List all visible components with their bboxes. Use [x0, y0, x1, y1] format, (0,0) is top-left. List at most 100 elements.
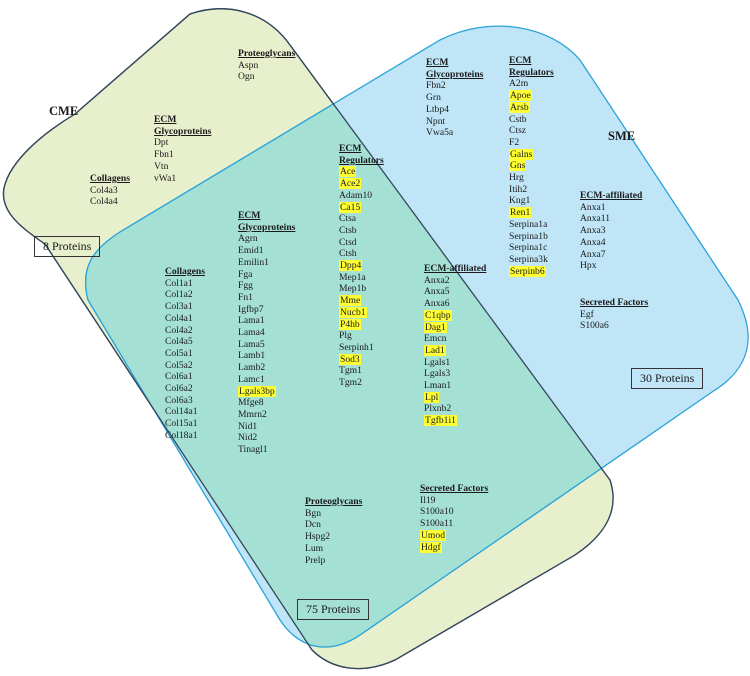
protein-item: Serpina1b: [509, 230, 548, 242]
protein-item: Nid1: [238, 420, 258, 432]
protein-item: Lama1: [238, 315, 265, 327]
protein-item: Tgm2: [339, 377, 362, 389]
cme-glycoproteins-block: ECM Glycoproteins Dpt Fbn1 Vtn vWa1: [154, 114, 211, 184]
protein-item: Col18a1: [165, 429, 198, 441]
protein-item: Mep1b: [339, 283, 367, 295]
protein-item: Col4a4: [90, 196, 118, 208]
protein-item: Serpina3k: [509, 253, 548, 265]
block-heading: ECM: [339, 143, 362, 154]
protein-item: Cstb: [509, 113, 527, 125]
protein-item: Ogn: [238, 71, 255, 83]
protein-item: Tgm1: [339, 365, 362, 377]
protein-item: Aspn: [238, 59, 259, 71]
shared-collagens-block: Collagens Col1a1 Col1a2 Col3a1 Col4a1 Col4a2…: [165, 266, 205, 442]
protein-item: Umod: [420, 529, 446, 541]
block-heading: Secreted Factors: [420, 483, 489, 494]
protein-item: Col14a1: [165, 406, 198, 418]
block-heading: Glycoproteins: [154, 125, 212, 137]
protein-item: Il19: [420, 494, 436, 506]
block-heading: Proteoglycans: [238, 48, 296, 59]
protein-item: Serpina1a: [509, 218, 548, 230]
protein-item: Col6a2: [165, 383, 193, 395]
block-heading: ECM: [154, 114, 177, 125]
protein-item: Tinagl1: [238, 444, 268, 456]
protein-item: Anxa11: [580, 213, 611, 225]
protein-item: Lgals1: [424, 356, 451, 368]
sme-secreted-block: Secreted Factors Egf S100a6: [580, 297, 648, 332]
protein-item: S100a10: [420, 506, 454, 518]
cme-label: CME: [49, 104, 79, 118]
block-heading: Regulators: [509, 66, 554, 78]
protein-item: Col6a1: [165, 371, 193, 383]
protein-item: Anxa7: [580, 248, 606, 260]
cme-collagens-block: Collagens Col4a3 Col4a4: [90, 173, 130, 208]
protein-item: Col6a3: [165, 394, 193, 406]
shared-proteoglycans-block: Proteoglycans Bgn Dcn Hspg2 Lum Prelp: [305, 496, 362, 566]
protein-item: Col4a3: [90, 184, 118, 196]
shared-count-box: 75 Proteins: [297, 599, 370, 620]
protein-item: Dag1: [424, 321, 447, 333]
block-heading: ECM: [426, 57, 449, 68]
protein-item: Vwa5a: [426, 127, 454, 139]
protein-item: Adam10: [339, 189, 373, 201]
protein-item: Lad1: [424, 344, 446, 356]
protein-item: Mmrn2: [238, 408, 267, 420]
protein-item: Itih2: [509, 183, 528, 195]
protein-item: Anxa3: [580, 225, 606, 237]
block-heading: ECM: [509, 55, 532, 66]
block-heading: ECM-affiliated: [580, 190, 643, 201]
protein-item: Gns: [509, 160, 527, 172]
protein-item: F2: [509, 136, 520, 148]
protein-item: Ace: [339, 166, 357, 178]
protein-item: Col4a2: [165, 324, 193, 336]
protein-item: Lgals3: [424, 368, 451, 380]
protein-item: Dpp4: [339, 260, 363, 272]
block-heading: Collagens: [165, 266, 205, 277]
protein-item: Ca15: [339, 201, 362, 213]
protein-item: Fga: [238, 268, 253, 280]
protein-item: Ctsb: [339, 224, 357, 236]
protein-item: Kng1: [509, 195, 531, 207]
protein-item: Nid2: [238, 432, 258, 444]
protein-item: Emid1: [238, 245, 264, 257]
sme-regulators-block: ECM Regulators A2m Apoe Arsb Cstb Ctsz F2 Galn…: [509, 55, 554, 277]
protein-item: Ctsa: [339, 213, 357, 225]
protein-item: Vtn: [154, 160, 169, 172]
protein-item: Anxa4: [580, 236, 606, 248]
protein-item: Grn: [426, 92, 441, 104]
protein-item: Hpx: [580, 260, 597, 272]
sme-label: SME: [608, 129, 636, 143]
shared-affiliated-block: ECM-affiliated Anxa2 Anxa5 Anxa6 C1qbp Dag1 E…: [424, 263, 486, 427]
block-heading: ECM-affiliated: [424, 263, 487, 274]
protein-item: Dpt: [154, 137, 169, 149]
protein-item: Dcn: [305, 519, 321, 531]
protein-item: Ace2: [339, 178, 362, 190]
sme-count-box: 30 Proteins: [631, 368, 704, 389]
protein-item: Lgals3bp: [238, 385, 276, 397]
shared-regulators-block: ECM Regulators Ace Ace2 Adam10 Ca15 Ctsa Ctsb…: [339, 143, 384, 389]
protein-item: Bgn: [305, 507, 321, 519]
protein-item: Serpina1c: [509, 242, 548, 254]
protein-item: Ctsh: [339, 248, 357, 260]
protein-item: Hspg2: [305, 531, 331, 543]
protein-item: Lama4: [238, 327, 265, 339]
protein-item: Apoe: [509, 90, 532, 102]
block-heading: Secreted Factors: [580, 297, 649, 308]
cme-count-box: 8 Proteins: [34, 236, 101, 257]
protein-item: A2m: [509, 78, 529, 90]
protein-item: Anxa1: [580, 201, 606, 213]
cme-outline: [2, 8, 614, 670]
cme-proteoglycans-block: Proteoglycans Aspn Ogn: [238, 48, 295, 83]
block-heading: Proteoglycans: [305, 496, 363, 507]
protein-item: Col1a2: [165, 289, 193, 301]
protein-item: Ctsd: [339, 236, 357, 248]
shared-secreted-block: Secreted Factors Il19 S100a10 S100a11 Umod H…: [420, 483, 488, 553]
protein-item: Fbn2: [426, 80, 446, 92]
protein-item: S100a6: [580, 320, 609, 332]
block-heading: Glycoproteins: [238, 221, 296, 233]
protein-item: Lamb2: [238, 362, 266, 374]
protein-item: Lamc1: [238, 373, 265, 385]
protein-item: Ctsz: [509, 125, 527, 137]
protein-item: Mme: [339, 295, 362, 307]
